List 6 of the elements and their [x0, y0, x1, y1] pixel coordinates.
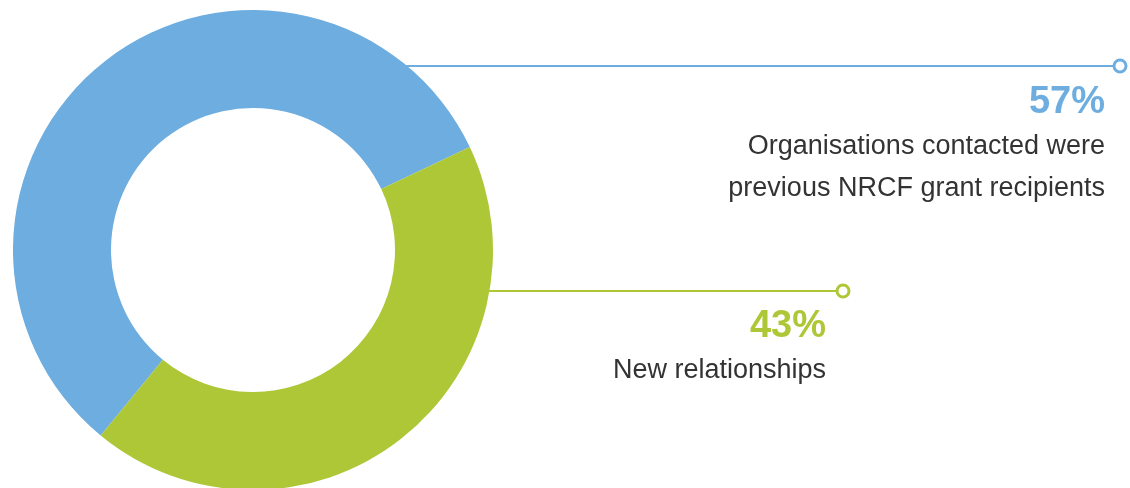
slice-label: Organisations contacted were previous NRCF grant recipients	[727, 129, 1105, 204]
data-label: 43%	[748, 302, 826, 347]
data-label: 57%	[1027, 78, 1105, 123]
donut-slice	[100, 147, 493, 488]
donut-slice	[13, 10, 470, 436]
slice-label: New relationships	[611, 353, 826, 386]
